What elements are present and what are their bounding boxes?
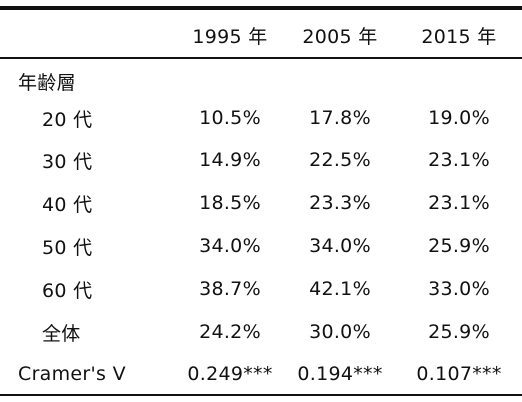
row-label: 全体 bbox=[42, 322, 81, 345]
column-header-2015: 2015 年 bbox=[421, 25, 497, 48]
cell-1995: 34.0% bbox=[199, 235, 261, 257]
row-label: 20 代 bbox=[42, 108, 93, 131]
row-label: 40 代 bbox=[42, 193, 93, 216]
table-row: 50 代 34.0% 34.0% 25.9% bbox=[0, 225, 522, 267]
table-row: 全体 24.2% 30.0% 25.9% bbox=[0, 311, 522, 353]
cell-1995: 10.5% bbox=[199, 107, 261, 129]
header-rule bbox=[0, 57, 522, 59]
group-label: 年齢層 bbox=[18, 71, 76, 94]
cell-2005: 23.3% bbox=[309, 192, 371, 214]
cell-2015: 23.1% bbox=[428, 149, 490, 171]
table-row: 60 代 38.7% 42.1% 33.0% bbox=[0, 268, 522, 310]
row-label: 60 代 bbox=[42, 279, 93, 302]
bottom-rule bbox=[0, 394, 522, 396]
cell-2015: 33.0% bbox=[428, 278, 490, 300]
cell-2005: 17.8% bbox=[309, 107, 371, 129]
cell-2005: 34.0% bbox=[309, 235, 371, 257]
row-label: 30 代 bbox=[42, 150, 93, 173]
summary-label: Cramer's V bbox=[18, 363, 126, 385]
group-row: 年齢層 bbox=[0, 60, 522, 102]
summary-2015: 0.107*** bbox=[416, 363, 502, 385]
row-label: 50 代 bbox=[42, 236, 93, 259]
cell-1995: 24.2% bbox=[199, 321, 261, 343]
cell-2015: 19.0% bbox=[428, 107, 490, 129]
summary-row: Cramer's V 0.249*** 0.194*** 0.107*** bbox=[0, 353, 522, 395]
cell-2005: 22.5% bbox=[309, 149, 371, 171]
table-row: 30 代 14.9% 22.5% 23.1% bbox=[0, 139, 522, 181]
summary-2005: 0.194*** bbox=[297, 363, 383, 385]
table-row: 20 代 10.5% 17.8% 19.0% bbox=[0, 97, 522, 139]
table-row: 40 代 18.5% 23.3% 23.1% bbox=[0, 182, 522, 224]
cell-1995: 38.7% bbox=[199, 278, 261, 300]
cell-2015: 25.9% bbox=[428, 321, 490, 343]
column-header-2005: 2005 年 bbox=[302, 25, 378, 48]
column-header-1995: 1995 年 bbox=[192, 25, 268, 48]
cell-1995: 18.5% bbox=[199, 192, 261, 214]
cell-2005: 42.1% bbox=[309, 278, 371, 300]
summary-1995: 0.249*** bbox=[187, 363, 273, 385]
cell-2005: 30.0% bbox=[309, 321, 371, 343]
cell-2015: 23.1% bbox=[428, 192, 490, 214]
header-row: 1995 年 2005 年 2015 年 bbox=[0, 14, 522, 56]
top-rule bbox=[0, 6, 522, 10]
cell-2015: 25.9% bbox=[428, 235, 490, 257]
cell-1995: 14.9% bbox=[199, 149, 261, 171]
